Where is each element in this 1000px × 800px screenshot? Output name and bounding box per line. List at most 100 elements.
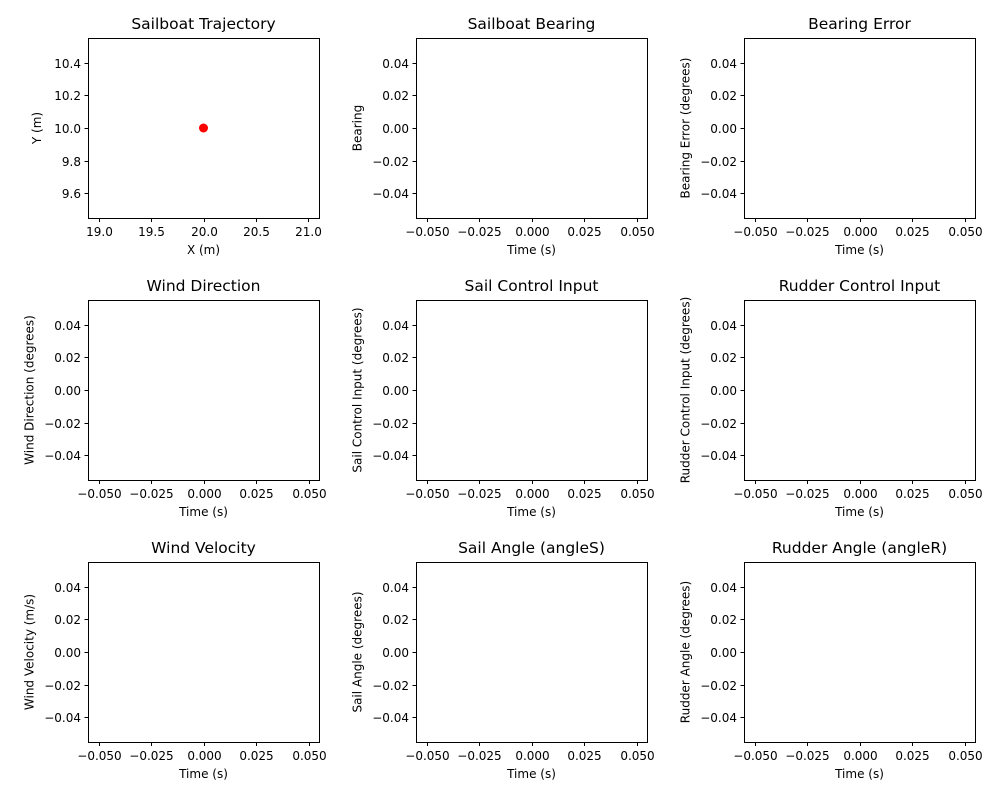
x-axis-label: Time (s) xyxy=(834,767,884,781)
chart-panel: −0.050 −0.025 0.000 0.025 0.050 −0.04 −0.02 0.0… xyxy=(679,539,983,781)
x-tick-label: −0.025 xyxy=(457,749,501,763)
chart-title: Rudder Control Input xyxy=(779,277,941,295)
x-tick-label: 0.050 xyxy=(292,487,326,501)
y-tick-label: 10.2 xyxy=(54,89,81,103)
y-axis-label: Bearing Error (degrees) xyxy=(679,57,693,198)
x-tick-label: 0.000 xyxy=(843,487,877,501)
x-axis-label: X (m) xyxy=(187,243,220,257)
y-tick-label: 0.04 xyxy=(382,319,409,333)
x-tick-label: 0.050 xyxy=(620,749,654,763)
y-tick-label: 0.00 xyxy=(710,384,737,398)
chart-panel: 19.0 19.5 20.0 20.5 21.0 9.6 9.8 10.0 10.2 10.4 Sa… xyxy=(30,15,322,257)
y-tick-label: 0.02 xyxy=(382,89,409,103)
y-tick-label: 0.04 xyxy=(382,581,409,595)
x-tick-label: −0.050 xyxy=(77,749,121,763)
x-tick-label: −0.025 xyxy=(129,749,173,763)
y-tick-label: 0.02 xyxy=(54,613,81,627)
plot-area xyxy=(416,300,648,481)
y-axis-label: Sail Control Input (degrees) xyxy=(351,307,365,472)
y-tick-label: 0.00 xyxy=(382,122,409,136)
chart-panel: −0.050 −0.025 0.000 0.025 0.050 −0.04 −0.02 0.0… xyxy=(23,539,327,781)
data-point xyxy=(199,123,208,133)
x-axis-label: Time (s) xyxy=(506,243,556,257)
y-tick-label: 0.04 xyxy=(710,57,737,71)
y-tick-label: 0.00 xyxy=(710,122,737,136)
y-tick-label: 0.00 xyxy=(54,646,81,660)
x-tick-label: −0.025 xyxy=(785,749,829,763)
y-axis-label: Rudder Angle (degrees) xyxy=(679,581,693,723)
y-tick-label: 9.8 xyxy=(62,155,81,169)
chart-title: Sailboat Bearing xyxy=(468,15,596,33)
y-tick-label: −0.02 xyxy=(372,679,409,693)
x-axis-label: Time (s) xyxy=(178,767,228,781)
chart-panel: −0.050 −0.025 0.000 0.025 0.050 −0.04 −0.02 0.0… xyxy=(351,539,655,781)
chart-title: Sail Angle (angleS) xyxy=(458,539,605,557)
x-tick-label: −0.050 xyxy=(405,487,449,501)
y-tick-label: 0.00 xyxy=(382,646,409,660)
chart-title: Wind Velocity xyxy=(151,539,256,557)
y-tick-label: 0.02 xyxy=(54,351,81,365)
x-tick-label: 20.0 xyxy=(191,225,218,239)
x-axis-label: Time (s) xyxy=(506,767,556,781)
y-axis-label: Wind Velocity (m/s) xyxy=(23,594,37,710)
chart-panel: −0.050 −0.025 0.000 0.025 0.050 −0.04 −0.02 0.0… xyxy=(351,277,655,519)
x-tick-label: 20.5 xyxy=(243,225,270,239)
x-tick-label: −0.050 xyxy=(405,749,449,763)
x-tick-label: 0.000 xyxy=(515,225,549,239)
y-axis-label: Wind Direction (degrees) xyxy=(23,315,37,465)
x-tick-label: −0.025 xyxy=(457,225,501,239)
x-tick-label: 0.025 xyxy=(567,487,601,501)
x-tick-label: 0.050 xyxy=(292,749,326,763)
y-tick-label: 0.04 xyxy=(54,581,81,595)
y-tick-label: −0.02 xyxy=(700,155,737,169)
x-tick-label: 0.000 xyxy=(515,487,549,501)
x-tick-label: 0.025 xyxy=(895,749,929,763)
y-tick-label: −0.02 xyxy=(372,155,409,169)
y-axis-label: Rudder Control Input (degrees) xyxy=(679,297,693,484)
y-tick-label: 9.6 xyxy=(62,187,81,201)
x-tick-label: −0.025 xyxy=(129,487,173,501)
x-tick-label: −0.050 xyxy=(733,225,777,239)
y-tick-label: 0.04 xyxy=(382,57,409,71)
x-tick-label: 0.000 xyxy=(843,749,877,763)
y-tick-label: −0.02 xyxy=(700,417,737,431)
y-tick-label: 0.00 xyxy=(710,646,737,660)
y-tick-label: −0.04 xyxy=(372,449,409,463)
x-tick-label: 0.025 xyxy=(895,487,929,501)
y-axis-label: Y (m) xyxy=(30,112,44,145)
x-tick-label: 0.025 xyxy=(567,225,601,239)
y-tick-label: 10.0 xyxy=(54,122,81,136)
y-tick-label: −0.02 xyxy=(372,417,409,431)
chart-title: Bearing Error xyxy=(808,15,911,33)
x-tick-label: 19.0 xyxy=(86,225,113,239)
plot-area xyxy=(88,300,320,481)
y-tick-label: 0.04 xyxy=(710,581,737,595)
plot-area xyxy=(744,38,976,219)
y-tick-label: −0.04 xyxy=(700,187,737,201)
x-tick-label: −0.025 xyxy=(785,487,829,501)
x-tick-label: 0.050 xyxy=(948,225,982,239)
x-tick-label: 21.0 xyxy=(295,225,322,239)
x-tick-label: 0.050 xyxy=(948,487,982,501)
plot-area xyxy=(416,562,648,743)
y-tick-label: −0.02 xyxy=(700,679,737,693)
x-axis-label: Time (s) xyxy=(506,505,556,519)
x-tick-label: 0.025 xyxy=(895,225,929,239)
y-tick-label: 0.02 xyxy=(710,351,737,365)
chart-panel: −0.050 −0.025 0.000 0.025 0.050 −0.04 −0.02 0.0… xyxy=(23,277,327,519)
chart-title: Rudder Angle (angleR) xyxy=(772,539,947,557)
y-tick-label: 0.04 xyxy=(54,319,81,333)
x-tick-label: −0.050 xyxy=(733,487,777,501)
chart-title: Wind Direction xyxy=(147,277,261,295)
plot-area xyxy=(744,562,976,743)
y-tick-label: 0.00 xyxy=(382,384,409,398)
plot-area xyxy=(744,300,976,481)
y-tick-label: 0.02 xyxy=(710,613,737,627)
y-tick-label: 0.00 xyxy=(54,384,81,398)
x-axis-label: Time (s) xyxy=(834,243,884,257)
x-tick-label: 0.025 xyxy=(239,749,273,763)
y-axis-label: Sail Angle (degrees) xyxy=(351,591,365,712)
y-axis-label: Bearing xyxy=(351,105,365,151)
y-tick-label: −0.04 xyxy=(700,449,737,463)
